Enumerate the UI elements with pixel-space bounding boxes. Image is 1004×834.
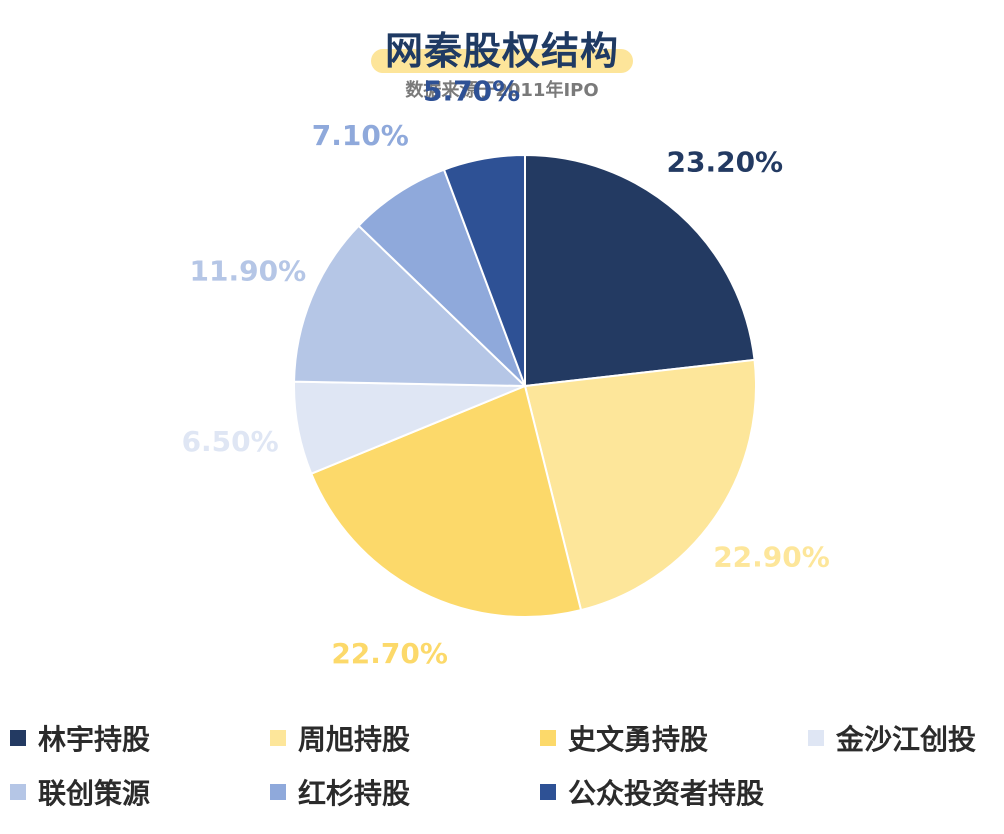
legend-label-5: 红杉持股 <box>298 777 411 810</box>
data-label-0: 23.20% <box>666 146 783 179</box>
pie-slice-5 <box>357 168 526 387</box>
data-label-4: 11.90% <box>190 255 307 288</box>
legend-swatch-1 <box>270 730 286 746</box>
legend-label-0: 林宇持股 <box>38 723 151 756</box>
legend-item-6: 公众投资者持股 <box>540 772 764 812</box>
chart-title: 网秦股权结构 <box>384 29 619 73</box>
legend-item-4: 联创策源 <box>10 772 150 812</box>
pie-slice-2 <box>310 384 583 618</box>
legend-swatch-3 <box>808 730 824 746</box>
pie-slice-1 <box>523 358 757 612</box>
legend-swatch-5 <box>270 784 286 800</box>
chart-title-pill: 网秦股权结构 <box>367 18 637 75</box>
legend-item-0: 林宇持股 <box>10 718 150 758</box>
pie-slice-0 <box>524 153 756 388</box>
legend-label-2: 史文勇持股 <box>568 723 709 756</box>
legend-label-6: 公众投资者持股 <box>568 777 765 810</box>
pie-chart: 23.20% 22.90% 22.70% 6.50% 11.90% 7.10% 5.70% <box>182 74 830 670</box>
legend-label-1: 周旭持股 <box>298 723 411 756</box>
data-label-2: 22.70% <box>331 637 448 670</box>
pie-slice-4 <box>293 224 528 388</box>
legend-item-5: 红杉持股 <box>270 772 410 812</box>
legend-item-2: 史文勇持股 <box>540 718 708 758</box>
chart-subtitle: 数据来源于2011年IPO <box>405 80 599 101</box>
legend-swatch-6 <box>540 784 556 800</box>
legend-swatch-2 <box>540 730 556 746</box>
data-label-1: 22.90% <box>713 540 830 573</box>
legend-label-4: 联创策源 <box>38 777 151 810</box>
chart-title-wrap: 网秦股权结构 <box>0 18 1004 75</box>
legend-swatch-4 <box>10 784 26 800</box>
data-label-3: 6.50% <box>182 425 279 458</box>
legend-item-3: 金沙江创投 <box>808 718 976 758</box>
legend-swatch-0 <box>10 730 26 746</box>
legend-label-3: 金沙江创投 <box>836 723 977 756</box>
data-label-6: 5.70% <box>423 74 520 107</box>
legend-item-1: 周旭持股 <box>270 718 410 758</box>
data-label-5: 7.10% <box>312 119 409 152</box>
pie-slice-6 <box>442 153 526 387</box>
